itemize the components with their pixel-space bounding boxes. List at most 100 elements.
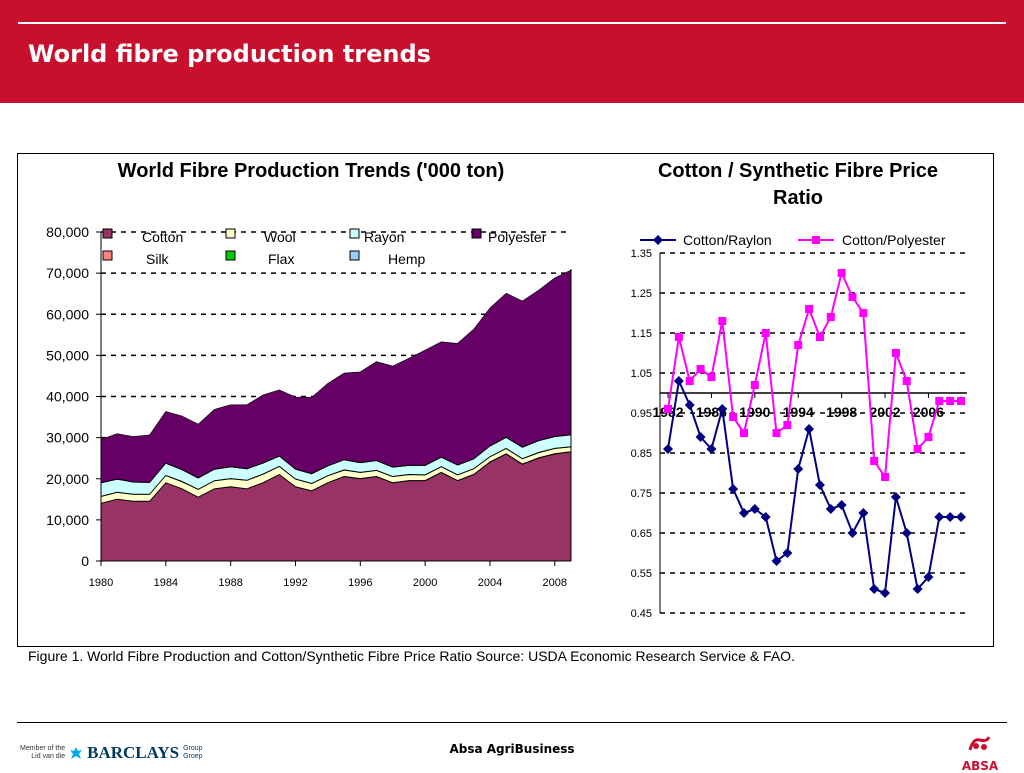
point-cotton-raylon <box>663 444 673 454</box>
line-y-tick-label: 1.05 <box>631 368 652 380</box>
point-cotton-polyester <box>935 397 944 405</box>
page-title: World fibre production trends <box>28 40 431 68</box>
point-cotton-polyester <box>783 421 792 429</box>
area-x-tick-label: 1988 <box>218 577 242 589</box>
eagle-icon <box>70 747 83 759</box>
area-x-tick-label: 1980 <box>89 577 113 589</box>
point-cotton-raylon <box>923 572 934 582</box>
point-cotton-polyester <box>957 397 965 405</box>
point-cotton-polyester <box>848 293 857 301</box>
line-chart-title: Cotton / Synthetic Fibre Price Ratio <box>658 160 938 209</box>
point-cotton-polyester <box>946 397 955 405</box>
footer-rule <box>17 722 1007 723</box>
area-y-tick-label: 0 <box>81 553 89 569</box>
point-cotton-raylon <box>706 444 717 454</box>
point-cotton-raylon <box>717 404 728 414</box>
point-cotton-raylon <box>880 588 891 598</box>
area-chart-title: World Fibre Production Trends ('000 ton) <box>118 160 505 182</box>
series-line-cotton-raylon <box>667 377 961 595</box>
header-rule <box>18 22 1006 24</box>
point-cotton-polyester <box>859 309 868 317</box>
line-y-tick-label: 0.85 <box>631 448 652 460</box>
point-cotton-polyester <box>739 429 748 437</box>
point-cotton-polyester <box>837 269 846 277</box>
point-cotton-raylon <box>825 504 836 514</box>
point-cotton-polyester <box>826 313 835 321</box>
line-y-tick-label: 1.35 <box>631 248 652 260</box>
point-cotton-raylon <box>684 400 695 410</box>
absa-logo: ABSA <box>958 734 1002 773</box>
point-cotton-raylon <box>847 528 858 538</box>
point-cotton-polyester <box>794 341 803 349</box>
legend-label-silk: Silk <box>146 251 170 267</box>
area-x-tick-label: 1984 <box>154 577 178 589</box>
area-y-tick-label: 70,000 <box>46 265 89 281</box>
area-y-tick-label: 50,000 <box>46 347 89 363</box>
area-y-tick-label: 40,000 <box>46 389 89 405</box>
legend-label-cotton-raylon: Cotton/Raylon <box>683 232 772 248</box>
point-cotton-raylon <box>858 508 869 518</box>
area-x-tick-label: 2004 <box>478 577 502 589</box>
point-cotton-raylon <box>782 548 793 558</box>
legend-label-cotton-polyester: Cotton/Polyester <box>842 232 946 248</box>
point-cotton-raylon <box>771 556 782 566</box>
legend-marker-cotton-polyester <box>812 236 820 244</box>
line-chart-title-line2: Ratio <box>773 187 823 209</box>
area-x-tick-label: 1996 <box>348 577 372 589</box>
point-cotton-polyester <box>729 413 738 421</box>
legend-label-polyester: Polyester <box>488 229 547 245</box>
point-cotton-polyester <box>815 333 824 341</box>
absa-emblem-icon <box>968 736 991 751</box>
legend-swatch-polyester <box>471 228 482 239</box>
absa-name: ABSA <box>961 759 999 773</box>
point-cotton-raylon <box>901 528 912 538</box>
header-bar: World fibre production trends <box>0 0 1024 103</box>
legend-swatch-cotton <box>102 228 113 239</box>
point-cotton-polyester <box>805 305 814 313</box>
point-cotton-raylon <box>836 500 847 510</box>
figure-caption: Figure 1. World Fibre Production and Cot… <box>28 648 795 664</box>
legend-swatch-hemp <box>349 250 360 261</box>
barclays-logo: Member of the Lid van die BARCLAYS Group… <box>20 743 203 763</box>
series-line-cotton-polyester <box>667 269 961 480</box>
point-cotton-polyester <box>674 333 683 341</box>
point-cotton-polyester <box>891 349 900 357</box>
area-y-tick-label: 10,000 <box>46 512 89 528</box>
area-x-tick-label: 2008 <box>543 577 567 589</box>
point-cotton-polyester <box>772 429 781 437</box>
area-x-tick-label: 1992 <box>283 577 307 589</box>
point-cotton-raylon <box>749 504 760 514</box>
line-x-tick-label: 1990 <box>739 404 770 420</box>
point-cotton-raylon <box>728 484 739 494</box>
point-cotton-raylon <box>793 464 804 474</box>
point-cotton-polyester <box>924 433 933 441</box>
point-cotton-polyester <box>707 373 716 381</box>
point-cotton-raylon <box>804 424 815 434</box>
area-y-tick-label: 60,000 <box>46 306 89 322</box>
point-cotton-polyester <box>718 317 727 325</box>
legend-swatch-wool <box>225 228 236 239</box>
point-cotton-polyester <box>696 365 705 373</box>
legend-label-flax: Flax <box>268 251 294 267</box>
line-x-tick-label: 1998 <box>826 404 857 420</box>
line-x-tick-label: 2002 <box>869 404 900 420</box>
point-cotton-raylon <box>890 492 901 502</box>
line-y-tick-label: 1.25 <box>631 288 652 300</box>
point-cotton-polyester <box>902 377 911 385</box>
legend-label-hemp: Hemp <box>388 251 426 267</box>
legend-swatch-rayon <box>349 228 360 239</box>
line-y-tick-label: 0.45 <box>631 608 652 620</box>
line-chart-title-line1: Cotton / Synthetic Fibre Price <box>658 160 938 182</box>
barclays-name: BARCLAYS <box>87 743 180 762</box>
point-cotton-raylon <box>934 512 945 522</box>
point-cotton-raylon <box>760 512 771 522</box>
point-cotton-raylon <box>945 512 956 522</box>
area-y-tick-label: 80,000 <box>46 224 89 240</box>
line-y-tick-label: 0.95 <box>631 408 652 420</box>
line-x-tick-label: 2006 <box>913 404 944 420</box>
point-cotton-raylon <box>869 584 880 594</box>
line-y-tick-label: 0.75 <box>631 488 652 500</box>
area-x-tick-label: 2000 <box>413 577 437 589</box>
legend-swatch-silk <box>102 250 113 261</box>
